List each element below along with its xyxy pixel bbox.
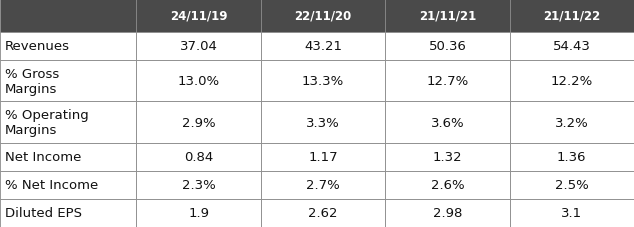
Bar bbox=[0, 171, 136, 199]
Text: Diluted EPS: Diluted EPS bbox=[5, 207, 82, 220]
Bar bbox=[261, 102, 385, 143]
Text: 12.7%: 12.7% bbox=[426, 75, 469, 88]
Bar bbox=[0, 102, 136, 143]
Text: 2.3%: 2.3% bbox=[182, 179, 216, 192]
Bar bbox=[0, 0, 136, 33]
Text: 2.7%: 2.7% bbox=[306, 179, 340, 192]
Text: 1.9: 1.9 bbox=[188, 207, 209, 220]
Bar bbox=[0, 143, 136, 171]
Bar bbox=[261, 199, 385, 227]
Text: 1.32: 1.32 bbox=[432, 151, 462, 164]
Text: 21/11/22: 21/11/22 bbox=[543, 10, 600, 23]
Bar bbox=[385, 61, 510, 102]
Text: 0.84: 0.84 bbox=[184, 151, 213, 164]
Bar bbox=[0, 33, 136, 61]
Text: Revenues: Revenues bbox=[5, 40, 70, 53]
Text: 3.6%: 3.6% bbox=[430, 116, 464, 129]
Bar bbox=[136, 33, 261, 61]
Bar bbox=[510, 171, 634, 199]
Bar bbox=[136, 0, 261, 33]
Bar bbox=[136, 171, 261, 199]
Bar bbox=[385, 171, 510, 199]
Text: 22/11/20: 22/11/20 bbox=[294, 10, 352, 23]
Text: % Gross
Margins: % Gross Margins bbox=[5, 67, 60, 95]
Text: 2.9%: 2.9% bbox=[182, 116, 216, 129]
Bar bbox=[261, 171, 385, 199]
Bar bbox=[136, 199, 261, 227]
Bar bbox=[136, 102, 261, 143]
Text: 2.5%: 2.5% bbox=[555, 179, 589, 192]
Bar bbox=[261, 33, 385, 61]
Bar bbox=[261, 0, 385, 33]
Text: 1.17: 1.17 bbox=[308, 151, 338, 164]
Text: 50.36: 50.36 bbox=[429, 40, 467, 53]
Text: Net Income: Net Income bbox=[5, 151, 81, 164]
Text: % Operating
Margins: % Operating Margins bbox=[5, 109, 89, 137]
Bar bbox=[385, 33, 510, 61]
Bar bbox=[0, 61, 136, 102]
Bar bbox=[136, 143, 261, 171]
Bar bbox=[385, 0, 510, 33]
Text: 37.04: 37.04 bbox=[179, 40, 217, 53]
Bar bbox=[385, 102, 510, 143]
Bar bbox=[510, 199, 634, 227]
Text: 3.3%: 3.3% bbox=[306, 116, 340, 129]
Text: 2.6%: 2.6% bbox=[430, 179, 464, 192]
Bar bbox=[0, 199, 136, 227]
Bar bbox=[510, 0, 634, 33]
Bar bbox=[385, 143, 510, 171]
Text: 21/11/21: 21/11/21 bbox=[419, 10, 476, 23]
Bar bbox=[510, 61, 634, 102]
Text: 13.3%: 13.3% bbox=[302, 75, 344, 88]
Bar bbox=[385, 199, 510, 227]
Bar bbox=[261, 61, 385, 102]
Text: 3.2%: 3.2% bbox=[555, 116, 589, 129]
Bar bbox=[261, 143, 385, 171]
Text: 12.2%: 12.2% bbox=[551, 75, 593, 88]
Text: 2.62: 2.62 bbox=[308, 207, 338, 220]
Bar bbox=[136, 61, 261, 102]
Text: 1.36: 1.36 bbox=[557, 151, 586, 164]
Text: 13.0%: 13.0% bbox=[178, 75, 220, 88]
Bar bbox=[510, 143, 634, 171]
Text: 54.43: 54.43 bbox=[553, 40, 591, 53]
Bar bbox=[510, 33, 634, 61]
Text: 43.21: 43.21 bbox=[304, 40, 342, 53]
Bar bbox=[510, 102, 634, 143]
Text: 24/11/19: 24/11/19 bbox=[170, 10, 228, 23]
Text: 3.1: 3.1 bbox=[561, 207, 583, 220]
Text: % Net Income: % Net Income bbox=[5, 179, 98, 192]
Text: 2.98: 2.98 bbox=[433, 207, 462, 220]
